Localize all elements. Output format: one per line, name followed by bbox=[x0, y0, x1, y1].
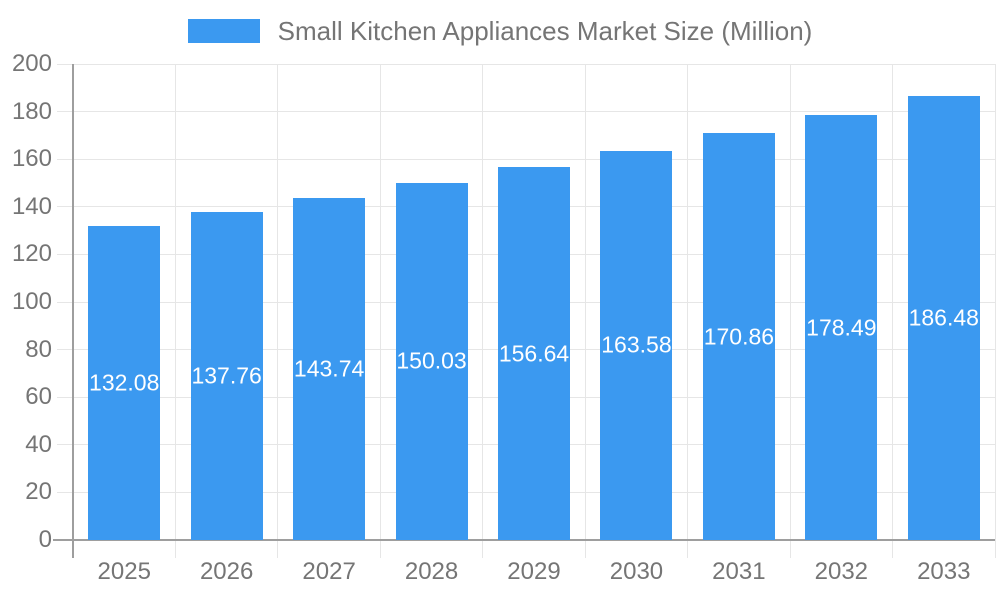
gridline-vertical bbox=[994, 64, 996, 558]
gridline-vertical bbox=[482, 64, 484, 558]
x-axis-line bbox=[53, 539, 995, 541]
bar-2029 bbox=[498, 167, 570, 540]
gridline-vertical bbox=[584, 64, 586, 558]
y-axis-tick-label: 0 bbox=[38, 526, 52, 553]
y-axis-tick-label: 140 bbox=[11, 192, 52, 220]
x-axis-tick-label: 2026 bbox=[199, 558, 254, 585]
x-axis-tick-label: 2031 bbox=[712, 558, 766, 585]
gridline-horizontal bbox=[57, 111, 995, 113]
bar-value-label: 150.03 bbox=[396, 347, 467, 374]
bar-value-label: 137.76 bbox=[191, 362, 262, 389]
x-axis-tick-label: 2025 bbox=[97, 558, 151, 585]
bar-value-label: 143.74 bbox=[293, 355, 365, 382]
gridline-horizontal bbox=[57, 158, 995, 160]
bar-value-label: 132.08 bbox=[89, 369, 160, 396]
x-axis-tick-label: 2029 bbox=[507, 558, 561, 585]
bar-2031 bbox=[702, 133, 775, 540]
y-axis-tick-label: 40 bbox=[25, 430, 52, 458]
legend-label[interactable]: Small Kitchen Appliances Market Size (Mi… bbox=[277, 16, 813, 46]
x-axis-tick-label: 2033 bbox=[917, 558, 971, 585]
bar-2027 bbox=[293, 197, 366, 540]
gridline-vertical bbox=[379, 64, 381, 558]
bar-value-label: 163.58 bbox=[601, 331, 672, 358]
y-axis-tick-label: 160 bbox=[11, 145, 52, 173]
bar-2033 bbox=[907, 96, 980, 540]
gridline-vertical bbox=[892, 64, 894, 558]
legend: Small Kitchen Appliances Market Size (Mi… bbox=[0, 17, 1000, 45]
x-axis-tick-label: 2027 bbox=[302, 558, 356, 585]
bar-2026 bbox=[190, 212, 263, 540]
y-axis-tick-label: 100 bbox=[11, 288, 52, 315]
bar-value-label: 178.49 bbox=[806, 314, 877, 341]
y-axis-tick-label: 20 bbox=[25, 478, 52, 506]
bar-2032 bbox=[805, 115, 878, 540]
legend-swatch[interactable] bbox=[187, 19, 260, 43]
x-axis-tick-label: 2032 bbox=[814, 558, 869, 585]
gridline-vertical bbox=[687, 64, 689, 558]
y-axis-tick-label: 80 bbox=[25, 335, 52, 363]
x-axis-tick-label: 2030 bbox=[609, 558, 664, 585]
bar-2028 bbox=[395, 182, 468, 540]
bar-2025 bbox=[88, 225, 161, 540]
y-axis-tick-label: 60 bbox=[25, 383, 52, 411]
y-axis-tick-label: 180 bbox=[11, 97, 52, 125]
gridline-horizontal bbox=[57, 63, 995, 65]
gridline-vertical bbox=[174, 64, 176, 558]
bar-value-label: 186.48 bbox=[908, 304, 979, 331]
y-axis-line bbox=[72, 64, 74, 558]
gridline-vertical bbox=[277, 64, 279, 558]
x-axis-tick-label: 2028 bbox=[404, 558, 459, 585]
y-axis-tick-label: 200 bbox=[11, 50, 52, 77]
gridline-vertical bbox=[789, 64, 791, 558]
bar-value-label: 170.86 bbox=[703, 323, 775, 350]
y-axis-tick-label: 120 bbox=[11, 240, 52, 268]
bar-value-label: 156.64 bbox=[498, 340, 570, 367]
bar-2030 bbox=[600, 150, 673, 540]
